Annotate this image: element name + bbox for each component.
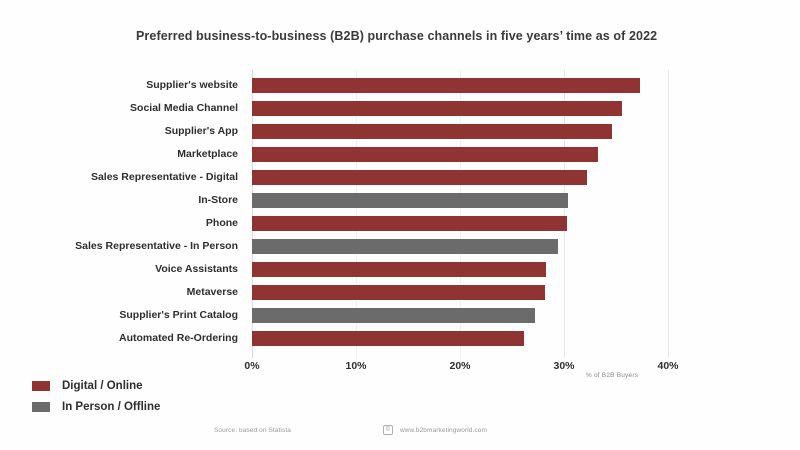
legend-swatch-icon-digital (32, 381, 50, 391)
bar-row (252, 120, 668, 143)
category-label-1: Supplier's website (146, 79, 238, 91)
category-label-5: Sales Representative - Digital (90, 171, 238, 183)
plot-area (252, 70, 669, 358)
bar-12[interactable] (252, 331, 525, 346)
source-text: Source: based on Statista (214, 426, 291, 434)
bar-10[interactable] (252, 285, 546, 300)
bar-1[interactable] (252, 78, 640, 93)
legend-swatch-icon-offline (32, 402, 50, 412)
category-label-6: In-Store (198, 194, 238, 206)
credit-block: © www.b2bmarketingworld.com (382, 425, 487, 435)
bar-3[interactable] (252, 124, 612, 139)
x-axis-label: % of B2B Buyers (586, 372, 639, 379)
bar-row (252, 143, 668, 166)
legend-label-digital: Digital / Online (62, 380, 143, 392)
bar-row (252, 258, 668, 281)
bar-row (252, 304, 668, 327)
bar-row (252, 74, 668, 97)
category-label-12: Automated Re-Ordering (118, 332, 238, 344)
x-tick-30: 30% (553, 360, 575, 372)
bar-group (252, 70, 668, 358)
bar-9[interactable] (252, 262, 547, 277)
legend-item-offline: In Person / Offline (32, 398, 160, 416)
legend-label-offline: In Person / Offline (62, 401, 161, 413)
copyright-icon: © (382, 425, 393, 435)
value-axis: 0% 10% 20% 30% 40% (244, 358, 678, 380)
category-label-3: Supplier's App (164, 125, 238, 137)
category-label-4: Marketplace (177, 148, 238, 160)
chart-footer: Source: based on Statista © www.b2bmarke… (214, 425, 487, 435)
bar-row (252, 327, 668, 350)
bar-4[interactable] (252, 147, 599, 162)
x-tick-20: 20% (449, 360, 471, 372)
category-label-8: Sales Representative - In Person (75, 240, 238, 252)
bar-11[interactable] (252, 308, 535, 323)
x-tick-0: 0% (244, 360, 260, 372)
bar-8[interactable] (252, 239, 558, 254)
chart-legend: Digital / Online In Person / Offline (32, 377, 160, 419)
x-tick-40: 40% (657, 360, 679, 372)
chart-title: Preferred business-to-business (B2B) pur… (136, 29, 658, 43)
bar-row (252, 235, 668, 258)
bar-row (252, 212, 668, 235)
bar-row (252, 281, 668, 304)
credit-url: www.b2bmarketingworld.com (399, 426, 487, 434)
bar-6[interactable] (252, 193, 569, 208)
gridline-40 (668, 70, 669, 358)
legend-item-digital: Digital / Online (32, 377, 160, 395)
x-tick-10: 10% (345, 360, 367, 372)
category-label-9: Voice Assistants (155, 263, 238, 275)
bar-row (252, 166, 668, 189)
category-label-10: Metaverse (186, 286, 238, 298)
bar-row (252, 189, 668, 212)
category-label-7: Phone (205, 217, 238, 229)
bar-2[interactable] (252, 101, 623, 116)
category-label-11: Supplier's Print Catalog (119, 309, 238, 321)
bar-row (252, 97, 668, 120)
bar-7[interactable] (252, 216, 568, 231)
category-label-2: Social Media Channel (130, 102, 238, 114)
category-axis: Supplier's website Social Media Channel Su… (8, 70, 246, 358)
bar-5[interactable] (252, 170, 587, 185)
